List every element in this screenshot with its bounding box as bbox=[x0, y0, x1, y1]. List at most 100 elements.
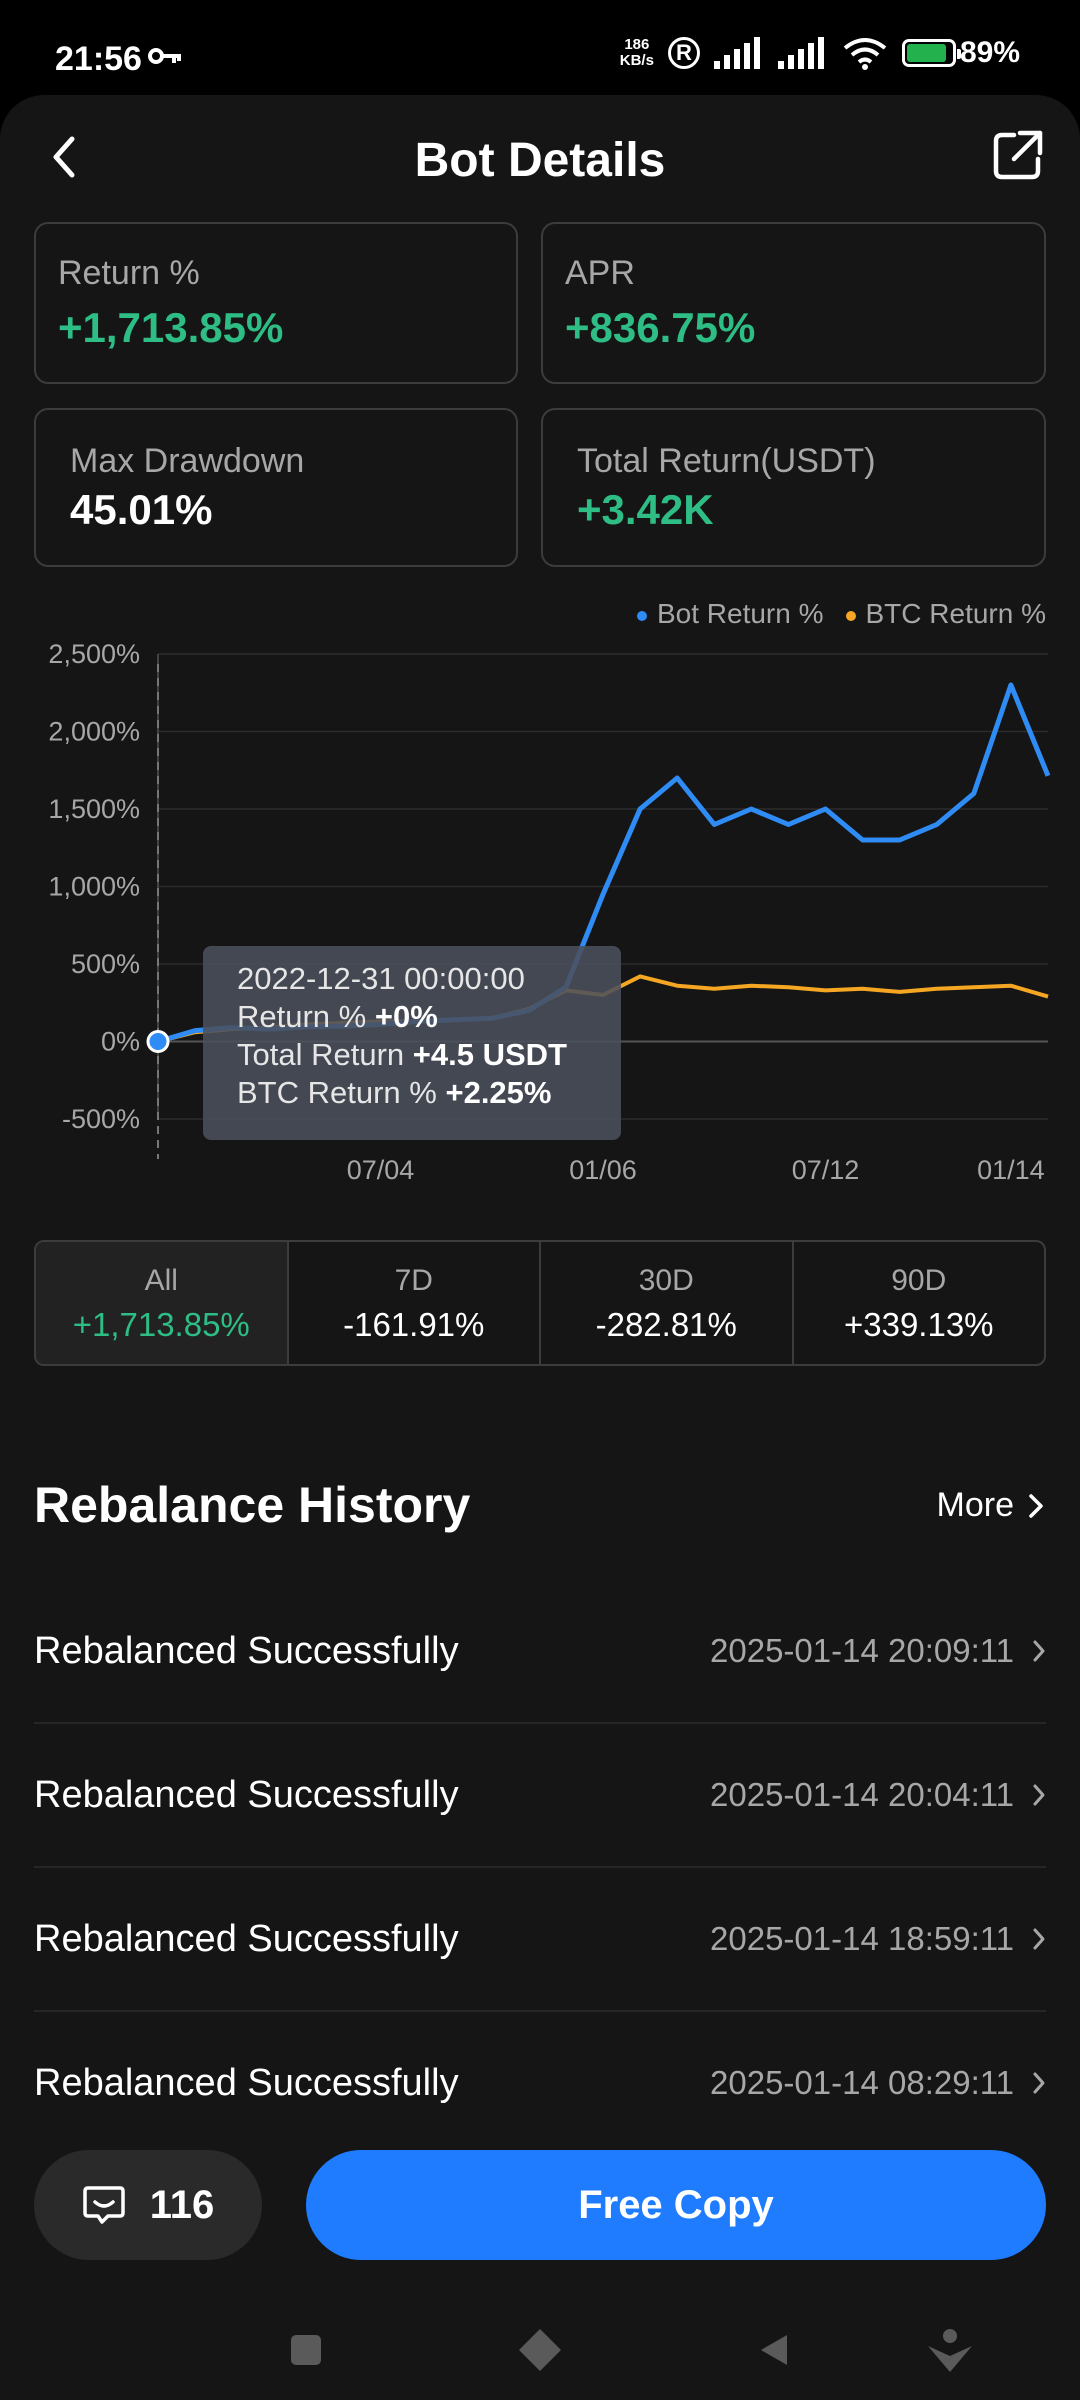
wifi-icon bbox=[843, 38, 887, 70]
message-icon bbox=[82, 2186, 125, 2224]
legend-bot-label: Bot Return % bbox=[656, 598, 824, 629]
page-title: Bot Details bbox=[414, 134, 666, 187]
tooltip-total-value: +4.5 USDT bbox=[412, 1037, 567, 1072]
legend-btc-label: BTC Return % bbox=[865, 598, 1047, 629]
list-item-title: Rebalanced Successfully bbox=[34, 2061, 459, 2104]
bottom-bar: 116 Free Copy bbox=[0, 2120, 1080, 2400]
chevron-right-icon bbox=[1033, 1928, 1045, 1950]
tooltip-total-label: Total Return bbox=[237, 1037, 405, 1072]
rebalance-list: Rebalanced Successfully 2025-01-14 20:09… bbox=[34, 1580, 1046, 2154]
total-return-card: Total Return(USDT) +3.42K bbox=[541, 408, 1046, 567]
registered-icon: R bbox=[667, 37, 700, 69]
system-nav-bar bbox=[0, 2320, 1080, 2400]
period-30d-label: 30D bbox=[638, 1264, 694, 1297]
tooltip-btc-value: +2.25% bbox=[445, 1075, 552, 1110]
period-all-value: +1,713.85% bbox=[72, 1306, 250, 1343]
share-icon[interactable] bbox=[990, 127, 1046, 183]
list-item[interactable]: Rebalanced Successfully 2025-01-14 20:09… bbox=[34, 1580, 1046, 1724]
signal-icon-2 bbox=[777, 37, 824, 69]
list-item-title: Rebalanced Successfully bbox=[34, 1629, 459, 1672]
header: Bot Details bbox=[0, 95, 1080, 215]
legend-bot: Bot Return % bbox=[636, 598, 824, 630]
period-90d-value: +339.13% bbox=[843, 1306, 994, 1343]
tooltip-return: Return % +0% bbox=[237, 998, 621, 1036]
tooltip-total: Total Return +4.5 USDT bbox=[237, 1036, 621, 1074]
return-value: +1,713.85% bbox=[58, 304, 284, 351]
period-30d[interactable]: 30D -282.81% bbox=[541, 1242, 794, 1364]
total-return-value: +3.42K bbox=[577, 486, 714, 533]
network-speed-unit: KB/s bbox=[619, 52, 654, 69]
list-item-time: 2025-01-14 20:09:11 bbox=[710, 1632, 1014, 1669]
drawdown-value: 45.01% bbox=[70, 486, 213, 533]
comments-button[interactable]: 116 bbox=[34, 2150, 262, 2260]
return-label: Return % bbox=[58, 254, 200, 292]
nav-home[interactable] bbox=[510, 2320, 570, 2380]
x-tick-label: 07/04 bbox=[347, 1155, 415, 1185]
network-speed: 186 KB/s bbox=[620, 37, 654, 69]
signal-icon bbox=[713, 37, 760, 69]
apr-label: APR bbox=[565, 254, 635, 292]
x-tick-label: 01/14 bbox=[977, 1155, 1045, 1185]
battery-level: 89% bbox=[959, 36, 1020, 69]
nav-back[interactable] bbox=[744, 2320, 804, 2380]
list-item[interactable]: Rebalanced Successfully 2025-01-14 20:04… bbox=[34, 1724, 1046, 1868]
y-tick-label: -500% bbox=[62, 1104, 140, 1134]
battery: 89% bbox=[901, 36, 1020, 70]
period-90d-label: 90D bbox=[891, 1264, 947, 1297]
battery-icon bbox=[901, 39, 961, 67]
tooltip-btc: BTC Return % +2.25% bbox=[237, 1074, 621, 1112]
y-tick-label: 0% bbox=[101, 1027, 140, 1057]
total-return-label: Total Return(USDT) bbox=[577, 442, 876, 480]
period-7d-label: 7D bbox=[394, 1264, 433, 1297]
period-7d-value: -161.91% bbox=[343, 1306, 485, 1343]
comments-count: 116 bbox=[149, 2182, 215, 2227]
drawdown-label: Max Drawdown bbox=[70, 442, 305, 480]
more-label: More bbox=[936, 1486, 1014, 1524]
list-item[interactable]: Rebalanced Successfully 2025-01-14 08:29… bbox=[34, 2012, 1046, 2154]
list-item-title: Rebalanced Successfully bbox=[34, 1773, 459, 1816]
key-icon bbox=[148, 48, 181, 64]
chevron-right-icon bbox=[1033, 1640, 1045, 1662]
y-tick-label: 2,500% bbox=[48, 639, 140, 669]
status-time: 21:56 bbox=[55, 40, 142, 78]
list-item-title: Rebalanced Successfully bbox=[34, 1917, 459, 1960]
free-copy-button[interactable]: Free Copy bbox=[306, 2150, 1046, 2260]
list-item-time: 2025-01-14 18:59:11 bbox=[710, 1920, 1014, 1957]
list-item-time: 2025-01-14 08:29:11 bbox=[710, 2064, 1014, 2101]
chevron-right-icon bbox=[1033, 1784, 1045, 1806]
chevron-right-icon bbox=[1033, 2072, 1045, 2094]
tooltip-return-value: +0% bbox=[374, 999, 438, 1034]
nav-assistant[interactable] bbox=[920, 2320, 980, 2380]
list-item[interactable]: Rebalanced Successfully 2025-01-14 18:59… bbox=[34, 1868, 1046, 2012]
nav-recents[interactable] bbox=[276, 2320, 336, 2380]
tooltip-return-label: Return % bbox=[237, 999, 367, 1034]
drawdown-card: Max Drawdown 45.01% bbox=[34, 408, 518, 567]
period-selector: All +1,713.85% 7D -161.91% 30D -282.81% … bbox=[34, 1240, 1046, 1366]
square-icon bbox=[291, 2335, 321, 2365]
selected-point-marker bbox=[146, 1030, 170, 1053]
chart-legend: Bot Return % BTC Return % bbox=[636, 598, 1047, 630]
y-tick-label: 1,000% bbox=[48, 872, 140, 902]
apr-card: APR +836.75% bbox=[541, 222, 1046, 384]
period-90d[interactable]: 90D +339.13% bbox=[794, 1242, 1045, 1364]
tooltip-date: 2022-12-31 00:00:00 bbox=[237, 961, 525, 996]
period-all[interactable]: All +1,713.85% bbox=[36, 1242, 289, 1364]
back-arrow-icon[interactable] bbox=[40, 127, 90, 187]
apr-value: +836.75% bbox=[565, 304, 756, 351]
chart-tooltip: 2022-12-31 00:00:00 Return % +0% Total R… bbox=[203, 946, 621, 1140]
more-link[interactable]: More bbox=[937, 1486, 1044, 1525]
assistant-icon bbox=[928, 2329, 972, 2372]
period-7d[interactable]: 7D -161.91% bbox=[289, 1242, 541, 1364]
diamond-icon bbox=[519, 2329, 561, 2371]
y-tick-label: 1,500% bbox=[48, 794, 140, 824]
return-card: Return % +1,713.85% bbox=[34, 222, 518, 384]
chevron-right-icon bbox=[1029, 1493, 1043, 1518]
period-30d-value: -282.81% bbox=[595, 1306, 737, 1343]
tooltip-btc-label: BTC Return % bbox=[237, 1075, 437, 1110]
period-all-label: All bbox=[144, 1264, 178, 1297]
x-tick-label: 07/12 bbox=[792, 1155, 860, 1185]
status-bar: 21:56 186 KB/s R 89% bbox=[0, 0, 1080, 95]
legend-btc: BTC Return % bbox=[845, 598, 1047, 630]
section-title-rebalance: Rebalance History bbox=[34, 1477, 471, 1533]
y-tick-label: 500% bbox=[71, 949, 140, 979]
